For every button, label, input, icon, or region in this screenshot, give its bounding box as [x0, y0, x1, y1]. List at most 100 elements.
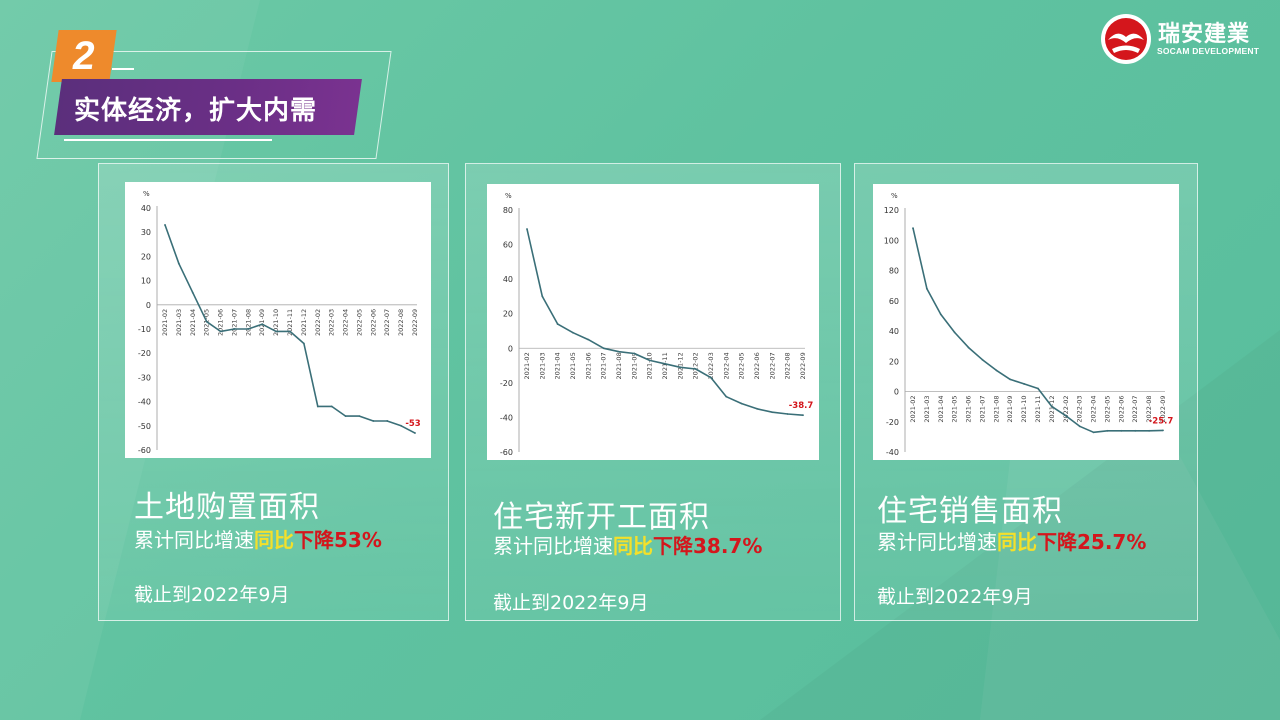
y-tick-label: -40 — [500, 413, 513, 422]
x-tick-label: 2021-07 — [978, 396, 986, 423]
y-tick-label: 80 — [503, 206, 513, 215]
data-point — [648, 359, 651, 362]
data-point — [233, 328, 236, 330]
x-tick-label: 2021-03 — [175, 309, 183, 336]
y-tick-label: 40 — [889, 327, 899, 336]
data-point — [330, 405, 333, 408]
subtitle-prefix: 累计同比增速 — [877, 530, 997, 554]
data-point — [386, 420, 389, 422]
y-unit-label: % — [505, 192, 512, 200]
x-tick-label: 2022-07 — [1131, 396, 1139, 423]
y-tick-label: 40 — [141, 204, 151, 213]
x-tick-label: 2022-08 — [1145, 396, 1153, 423]
data-point — [1134, 429, 1137, 432]
card-title: 土地购置面积 — [134, 490, 320, 525]
x-tick-label: 2021-05 — [569, 352, 577, 379]
x-tick-label: 2022-06 — [1117, 396, 1125, 423]
x-tick-label: 2021-04 — [554, 352, 562, 379]
section-title: 实体经济，扩大内需 — [74, 96, 318, 126]
data-point — [572, 331, 574, 334]
card-housing-starts: % 80 60 40 20 0 -20 -40 -60 2021-02 2021-03 2021-04… — [465, 163, 841, 621]
y-tick-label: -10 — [138, 325, 151, 334]
y-unit-label: % — [891, 192, 898, 200]
data-point — [1009, 378, 1012, 381]
data-point — [358, 415, 361, 418]
y-tick-label: 20 — [503, 310, 513, 319]
series-line — [526, 228, 804, 416]
x-tick-label: 2021-12 — [676, 352, 684, 379]
x-tick-label: 2022-03 — [1076, 396, 1084, 423]
x-tick-label: 2022-05 — [738, 352, 746, 379]
subtitle-change: 下降53% — [294, 528, 382, 552]
x-tick-label: 2022-03 — [707, 352, 715, 379]
x-tick-label: 2022-07 — [768, 352, 776, 379]
data-point — [1023, 383, 1026, 385]
y-tick-label: 0 — [508, 344, 513, 353]
subtitle-yoy: 同比 — [997, 530, 1037, 554]
x-tick-label: 2021-11 — [1034, 396, 1042, 423]
y-tick-label: -40 — [886, 448, 899, 457]
socam-logo-icon — [1101, 14, 1151, 64]
x-tick-label: 2022-07 — [383, 309, 391, 336]
y-tick-label: -20 — [886, 418, 899, 427]
x-tick-label: 2021-07 — [600, 352, 608, 379]
y-tick-label: -50 — [138, 422, 151, 431]
x-tick-label: 2021-04 — [937, 396, 945, 423]
data-point — [541, 295, 544, 298]
x-tick-label: 2021-06 — [584, 352, 592, 379]
x-tick-label: 2022-05 — [1103, 396, 1111, 423]
end-value-label: -53 — [405, 419, 420, 429]
y-tick-label: -60 — [138, 446, 151, 455]
data-point — [633, 352, 636, 355]
card-subtitle: 累计同比增速同比下降53% — [134, 524, 382, 553]
chart-housing-starts: % 80 60 40 20 0 -20 -40 -60 2021-02 2021-03 2021-04… — [487, 184, 819, 460]
data-point — [1120, 429, 1123, 432]
y-tick-label: -20 — [138, 349, 151, 358]
data-point — [953, 331, 956, 334]
data-point — [710, 376, 712, 379]
subtitle-change: 下降38.7% — [653, 534, 763, 558]
x-tick-label: 2022-04 — [722, 352, 730, 379]
card-subtitle: 累计同比增速同比下降38.7% — [493, 530, 762, 559]
x-tick-label: 2021-12 — [300, 309, 308, 336]
data-point — [664, 362, 666, 365]
data-point — [740, 402, 743, 405]
data-point — [602, 347, 605, 350]
data-point — [289, 330, 291, 333]
y-tick-label: 20 — [141, 252, 151, 261]
x-tick-label: 2022-04 — [1090, 396, 1098, 423]
y-tick-label: -30 — [138, 373, 151, 382]
y-tick-label: 10 — [141, 277, 151, 286]
x-tick-label: 2022-04 — [342, 309, 350, 336]
card-land-purchase: % 40 30 20 10 0 -10 -20 -30 -40 -50 -60 2021-02 2021-… — [98, 163, 449, 621]
data-point — [1148, 429, 1151, 432]
y-tick-label: 120 — [884, 206, 899, 215]
x-tick-label: 2022-02 — [692, 352, 700, 379]
logo-name-en: SOCAM DEVELOPMENT — [1157, 46, 1260, 56]
subtitle-change: 下降25.7% — [1037, 530, 1147, 554]
x-tick-label: 2021-05 — [951, 396, 959, 423]
end-value-label: -25.7 — [1149, 416, 1174, 426]
x-tick-label: 2021-09 — [1006, 396, 1014, 423]
data-point — [302, 342, 305, 345]
x-tick-label: 2022-09 — [1159, 396, 1167, 423]
section-number-underline — [112, 68, 134, 70]
data-point — [219, 330, 222, 333]
data-point — [1078, 425, 1081, 428]
y-tick-label: 0 — [146, 301, 151, 310]
y-tick-label: -60 — [500, 448, 513, 457]
data-point — [1162, 429, 1164, 432]
data-point — [802, 414, 804, 417]
data-point — [372, 420, 375, 422]
subtitle-prefix: 累计同比增速 — [134, 528, 254, 552]
card-title: 住宅新开工面积 — [493, 500, 710, 535]
y-tick-label: 30 — [141, 228, 151, 237]
x-tick-label: 2021-11 — [286, 309, 294, 336]
data-point — [1092, 431, 1095, 434]
data-point — [725, 395, 728, 398]
data-point — [1050, 405, 1053, 408]
x-tick-label: 2021-02 — [909, 396, 917, 423]
x-tick-label: 2021-10 — [646, 352, 654, 379]
data-point — [786, 413, 789, 415]
data-point — [414, 432, 416, 434]
